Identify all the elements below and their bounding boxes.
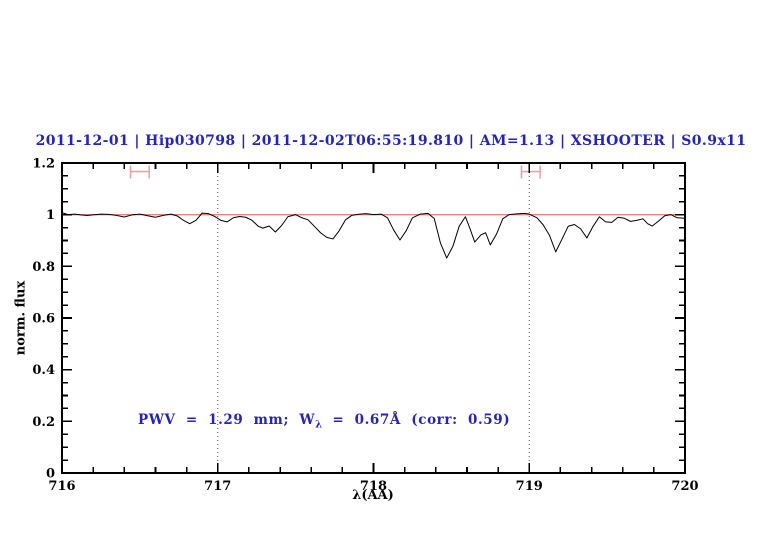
y-tick-label: 0.6 (32, 312, 55, 327)
x-axis-label: λ(AA) (352, 488, 394, 503)
y-tick-label: 0.8 (32, 260, 55, 275)
x-tick-label: 716 (48, 479, 75, 494)
plot-frame (61, 162, 686, 474)
pwv-annotation-prefix: PWV = 1.29 mm; W (138, 412, 316, 428)
pwv-annotation-suffix: = 0.67Å (corr: 0.59) (322, 412, 511, 428)
spectrum-line (61, 212, 686, 259)
plot-title: 2011-12-01 | Hip030798 | 2011-12-02T06:5… (35, 133, 747, 149)
pwv-annotation-lambda-subscript: λ (315, 419, 323, 431)
x-tick-label: 719 (516, 479, 543, 494)
y-tick-label: 0.4 (32, 363, 55, 378)
y-tick-label: 0.2 (32, 415, 55, 430)
y-tick-label: 0 (46, 467, 55, 482)
x-tick-label: 720 (671, 479, 698, 494)
x-tick-label: 718 (360, 479, 387, 494)
x-tick-label: 717 (204, 479, 231, 494)
y-tick-label: 1 (46, 208, 55, 223)
y-tick-label: 1.2 (32, 157, 55, 172)
y-axis-label: norm. flux (13, 280, 29, 356)
pwv-annotation: PWV = 1.29 mm; Wλ = 0.67Å (corr: 0.59) (138, 412, 510, 431)
